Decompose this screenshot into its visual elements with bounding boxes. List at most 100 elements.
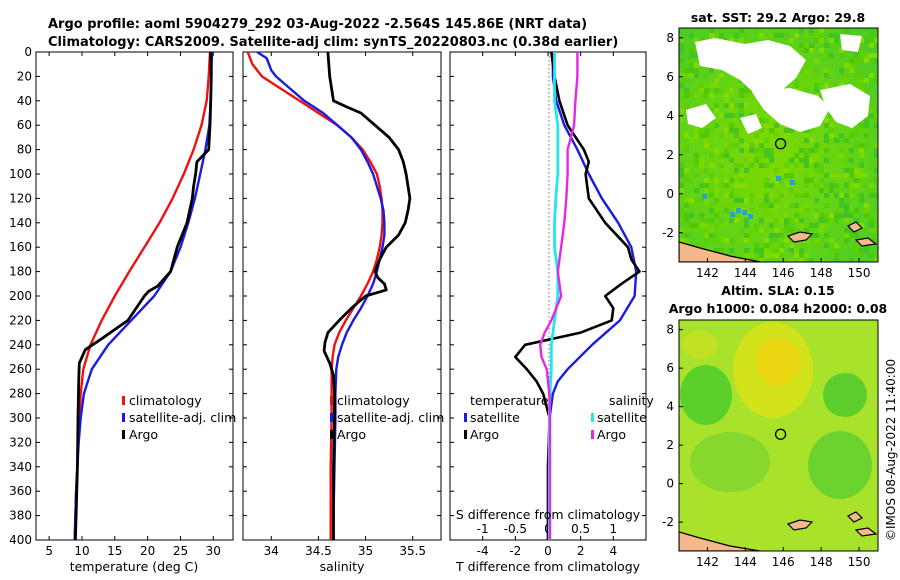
sst-pixel bbox=[754, 248, 759, 253]
sst-pixel bbox=[699, 213, 704, 218]
sst-pixel bbox=[714, 193, 719, 198]
sst-pixel bbox=[794, 163, 799, 168]
sst-pixel bbox=[819, 93, 824, 98]
sst-pixel bbox=[789, 173, 794, 178]
sst-pixel bbox=[824, 53, 829, 58]
sst-pixel bbox=[684, 203, 689, 208]
sst-pixel bbox=[744, 238, 749, 243]
sst-pixel bbox=[679, 143, 684, 148]
map-x-tick-label: 144 bbox=[734, 266, 757, 280]
sst-pixel bbox=[754, 243, 759, 248]
sst-pixel bbox=[709, 68, 714, 73]
sst-pixel bbox=[819, 213, 824, 218]
sst-pixel bbox=[809, 158, 814, 163]
y-tick-label: 0 bbox=[24, 45, 32, 59]
sst-pixel bbox=[854, 53, 859, 58]
sst-pixel bbox=[694, 73, 699, 78]
sst-pixel bbox=[704, 93, 709, 98]
sst-pixel bbox=[689, 53, 694, 58]
sst-pixel bbox=[874, 228, 878, 233]
sst-pixel bbox=[874, 253, 878, 258]
sst-pixel bbox=[739, 228, 744, 233]
x-tick-label: 30 bbox=[206, 544, 221, 558]
sst-pixel bbox=[839, 148, 844, 153]
sst-pixel bbox=[854, 83, 859, 88]
sst-pixel bbox=[819, 38, 824, 43]
sst-pixel bbox=[734, 83, 739, 88]
sst-pixel bbox=[764, 158, 769, 163]
sla-argo-marker bbox=[774, 428, 787, 440]
sst-pixel bbox=[734, 198, 739, 203]
sst-pixel bbox=[789, 38, 794, 43]
sst-pixel bbox=[679, 83, 684, 88]
sst-pixel bbox=[874, 123, 878, 128]
sst-pixel bbox=[804, 48, 809, 53]
sst-pixel bbox=[759, 253, 764, 258]
sst-pixel bbox=[739, 88, 744, 93]
sst-pixel bbox=[719, 133, 724, 138]
sst-pixel bbox=[739, 178, 744, 183]
sst-pixel bbox=[679, 238, 684, 243]
sst-pixel bbox=[679, 213, 684, 218]
sst-pixel bbox=[859, 163, 864, 168]
sst-pixel bbox=[869, 108, 874, 113]
y-tick-label: 100 bbox=[9, 167, 32, 181]
sst-pixel bbox=[699, 88, 704, 93]
sst-pixel bbox=[704, 198, 709, 203]
sst-pixel bbox=[764, 218, 769, 223]
sst-pixel bbox=[684, 213, 689, 218]
sst-pixel bbox=[854, 243, 859, 248]
sst-pixel bbox=[874, 118, 878, 123]
sst-pixel bbox=[829, 128, 834, 133]
sst-pixel bbox=[684, 178, 689, 183]
sst-pixel bbox=[694, 68, 699, 73]
series-line-argo bbox=[74, 52, 213, 540]
legend-label-t-satellite: satellite bbox=[470, 410, 520, 425]
sst-pixel bbox=[774, 228, 779, 233]
sst-pixel bbox=[759, 118, 764, 123]
sst-pixel bbox=[834, 193, 839, 198]
sst-pixel bbox=[809, 43, 814, 48]
sst-pixel bbox=[869, 53, 874, 58]
sst-pixel bbox=[694, 53, 699, 58]
sst-pixel bbox=[794, 153, 799, 158]
sst-pixel bbox=[679, 108, 684, 113]
sst-pixel-cool bbox=[748, 214, 753, 219]
map-x-tick-label: 142 bbox=[696, 555, 719, 569]
sst-pixel bbox=[699, 163, 704, 168]
sst-pixel bbox=[839, 138, 844, 143]
sst-pixel bbox=[749, 148, 754, 153]
map-x-tick-label: 150 bbox=[848, 555, 871, 569]
sst-pixel bbox=[679, 183, 684, 188]
sst-pixel bbox=[759, 228, 764, 233]
sst-pixel bbox=[829, 213, 834, 218]
x-tick-label: 10 bbox=[74, 544, 89, 558]
y-tick-label: 200 bbox=[9, 289, 32, 303]
sst-pixel bbox=[729, 88, 734, 93]
sst-argo-marker bbox=[774, 138, 787, 150]
top-x-tick-label: -0.5 bbox=[504, 522, 527, 536]
sst-pixel bbox=[824, 148, 829, 153]
sst-pixel bbox=[739, 238, 744, 243]
sst-pixel bbox=[809, 148, 814, 153]
sst-pixel bbox=[679, 208, 684, 213]
sst-pixel bbox=[734, 168, 739, 173]
sst-pixel bbox=[729, 218, 734, 223]
sst-pixel bbox=[729, 193, 734, 198]
sst-pixel bbox=[849, 193, 854, 198]
sst-pixel bbox=[779, 33, 784, 38]
sst-pixel bbox=[689, 198, 694, 203]
sst-pixel bbox=[724, 183, 729, 188]
sst-pixel bbox=[764, 138, 769, 143]
sst-pixel bbox=[769, 153, 774, 158]
sst-pixel bbox=[844, 193, 849, 198]
sst-pixel bbox=[764, 163, 769, 168]
sst-pixel bbox=[794, 143, 799, 148]
sst-pixel bbox=[809, 138, 814, 143]
sst-pixel bbox=[714, 178, 719, 183]
sst-pixel bbox=[809, 78, 814, 83]
sst-pixel bbox=[859, 168, 864, 173]
sst-pixel bbox=[874, 78, 878, 83]
sst-pixel bbox=[809, 258, 814, 262]
